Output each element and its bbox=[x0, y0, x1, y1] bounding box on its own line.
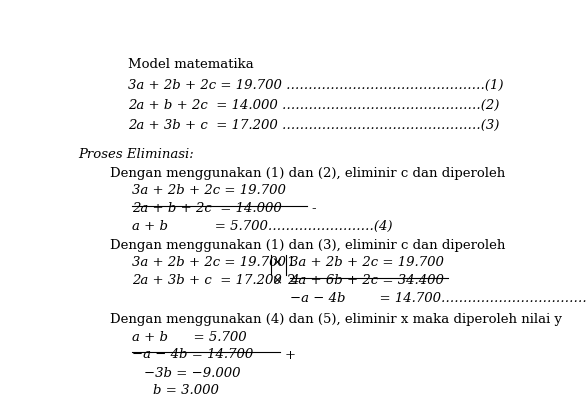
Text: −a − 4b = 14.700: −a − 4b = 14.700 bbox=[132, 348, 254, 361]
Text: 4a + 6b + 2c = 34.400: 4a + 6b + 2c = 34.400 bbox=[290, 274, 444, 287]
Text: × 2: × 2 bbox=[272, 274, 296, 287]
Text: +: + bbox=[284, 349, 295, 362]
Text: 2a + b + 2c  = 14.000: 2a + b + 2c = 14.000 bbox=[132, 202, 282, 215]
Text: b = 3.000: b = 3.000 bbox=[153, 384, 219, 397]
Text: a + b           = 5.700……………………(4): a + b = 5.700……………………(4) bbox=[132, 220, 393, 233]
Text: −3b = −9.000: −3b = −9.000 bbox=[144, 367, 240, 380]
Text: 3a + 2b + 2c = 19.700: 3a + 2b + 2c = 19.700 bbox=[132, 256, 286, 269]
Text: 3a + 2b + 2c = 19.700 ………………………………………(1): 3a + 2b + 2c = 19.700 ………………………………………(1) bbox=[128, 79, 503, 92]
Text: Dengan menggunakan (1) dan (2), eliminir c dan diperoleh: Dengan menggunakan (1) dan (2), eliminir… bbox=[110, 167, 505, 180]
Text: × 1: × 1 bbox=[272, 256, 296, 269]
Text: Proses Eliminasi:: Proses Eliminasi: bbox=[78, 148, 193, 161]
Text: a + b      = 5.700: a + b = 5.700 bbox=[132, 331, 247, 344]
Text: -: - bbox=[312, 202, 316, 215]
Text: 2a + 3b + c  = 17.200: 2a + 3b + c = 17.200 bbox=[132, 274, 282, 287]
Text: Model matematika: Model matematika bbox=[128, 58, 254, 71]
Text: Dengan menggunakan (4) dan (5), eliminir x maka diperoleh nilai y: Dengan menggunakan (4) dan (5), eliminir… bbox=[110, 313, 561, 326]
Text: 2a + b + 2c  = 14.000 ………………………………………(2): 2a + b + 2c = 14.000 ………………………………………(2) bbox=[128, 99, 499, 112]
Text: Dengan menggunakan (1) dan (3), eliminir c dan diperoleh: Dengan menggunakan (1) dan (3), eliminir… bbox=[110, 239, 505, 252]
Text: −a − 4b        = 14.700………………………………………(5): −a − 4b = 14.700………………………………………(5) bbox=[290, 292, 586, 305]
Text: 2a + 3b + c  = 17.200 ………………………………………(3): 2a + 3b + c = 17.200 ………………………………………(3) bbox=[128, 119, 499, 132]
Text: 3a + 2b + 2c = 19.700: 3a + 2b + 2c = 19.700 bbox=[132, 184, 286, 197]
Text: 3a + 2b + 2c = 19.700: 3a + 2b + 2c = 19.700 bbox=[290, 256, 444, 269]
